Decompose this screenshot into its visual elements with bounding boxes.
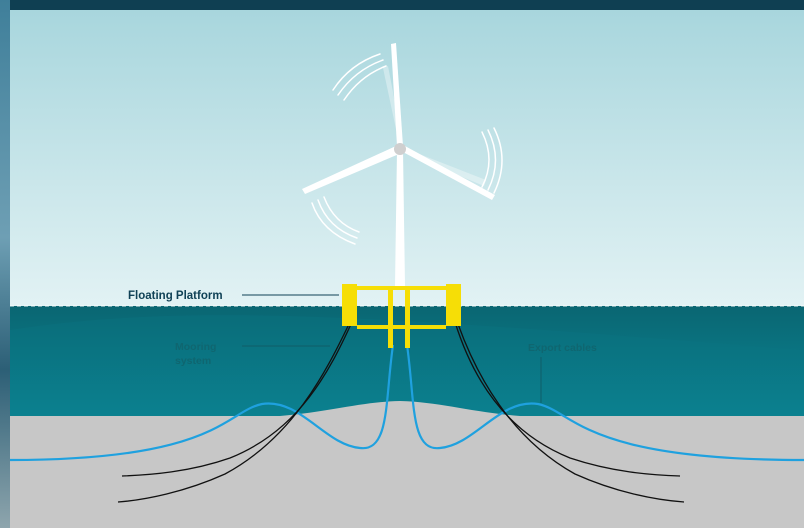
turbine-tower (395, 150, 405, 286)
left-photo-edge (0, 0, 10, 528)
mooring-lines (117, 321, 685, 503)
label-export-cables: Export cables (528, 342, 597, 354)
rotation-arrows-icon (311, 53, 503, 245)
label-floating-platform: Floating Platform (128, 290, 223, 302)
export-cable-right (405, 344, 804, 462)
turbine-hub (394, 143, 406, 155)
label-mooring-system-line1: Mooring (175, 341, 216, 353)
platform-top-beam (357, 286, 446, 290)
turbine-blade (403, 146, 495, 200)
seabed (10, 401, 804, 528)
platform-bottom-beam (357, 325, 446, 329)
export-cable-left (9, 344, 395, 462)
export-cables (9, 344, 804, 462)
top-frame (0, 0, 804, 10)
turbine-blade (391, 43, 403, 146)
mooring-line (454, 321, 681, 477)
platform-column-right (446, 284, 461, 326)
mooring-line (117, 323, 350, 503)
wind-turbine-icon (302, 43, 495, 286)
platform-center-leg (405, 286, 410, 348)
sky-background (10, 10, 804, 306)
platform-center-leg (388, 286, 393, 348)
turbine-blade (302, 146, 399, 194)
mooring-line (121, 321, 353, 477)
floating-platform (342, 284, 461, 348)
platform-column-left (342, 284, 357, 326)
sea-shading (10, 315, 804, 416)
label-mooring-system-line2: system (175, 355, 211, 367)
mooring-line (457, 323, 685, 503)
